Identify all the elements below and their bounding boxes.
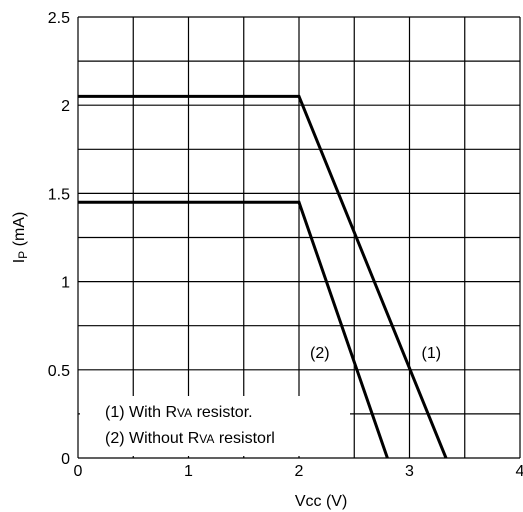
x-tick-label: 2 (295, 463, 304, 480)
y-tick-label: 1.5 (48, 186, 70, 203)
y-axis-label: IP (mA) (11, 212, 30, 264)
y-tick-label: 0.5 (48, 363, 70, 380)
tick-labels: 0 1 2 3 4 0 0.5 1 1.5 2 2.5 (48, 10, 523, 480)
legend-item-2: (2) Without RVA resistorl (105, 430, 275, 447)
legend: (1) With RVA resistor. (2) Without RVA r… (105, 404, 275, 447)
x-tick-label: 0 (74, 463, 83, 480)
grid (77, 16, 521, 459)
x-axis-label: Vcc (V) (295, 493, 347, 510)
y-tick-label: 0 (61, 451, 70, 468)
series-line-1 (78, 94, 448, 459)
y-tick-label: 2.5 (48, 10, 70, 27)
x-tick-label: 1 (184, 463, 193, 480)
series-lines (78, 94, 448, 459)
legend-box (80, 396, 350, 456)
series-label-2: (2) (310, 345, 330, 362)
legend-item-1: (1) With RVA resistor. (105, 404, 253, 421)
y-tick-label: 1 (61, 275, 70, 292)
x-tick-label: 4 (516, 463, 523, 480)
y-tick-label: 2 (61, 98, 70, 115)
series-label-1: (1) (422, 345, 442, 362)
x-tick-label: 3 (405, 463, 414, 480)
series-line-2 (78, 200, 389, 459)
